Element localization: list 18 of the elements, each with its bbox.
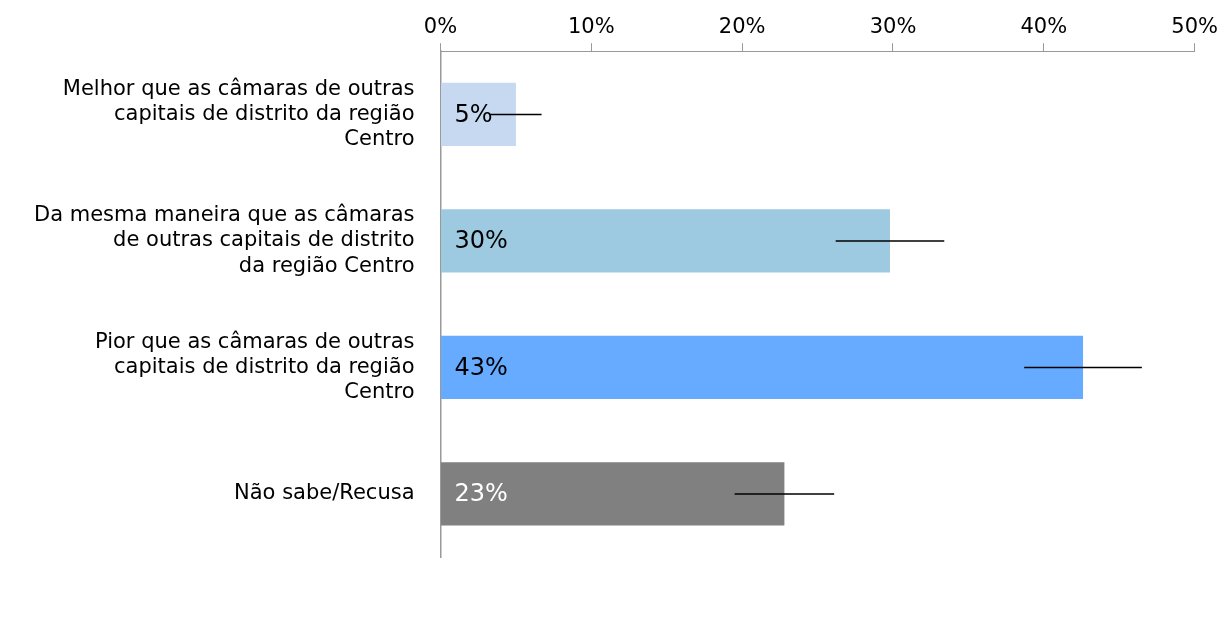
- data-label: 43%: [454, 352, 508, 381]
- data-label: 5%: [454, 99, 493, 128]
- y-tick-label: Não sabe/Recusa: [234, 480, 415, 505]
- x-tick-label: 30%: [869, 14, 917, 39]
- x-tick-label: 20%: [718, 14, 766, 39]
- y-tick-label: Pior que as câmaras de outras capitais de distrito da região Centro: [94, 328, 415, 404]
- bar: [441, 462, 785, 526]
- x-tick-label: 10%: [567, 14, 615, 39]
- x-tick-label: 50%: [1171, 14, 1219, 39]
- data-label: 30%: [454, 226, 508, 255]
- x-tick-label: 0%: [423, 14, 458, 39]
- y-tick-label: Melhor que as câmaras de outras capitais de distrito da região Centro: [62, 75, 415, 151]
- x-tick-label: 40%: [1020, 14, 1068, 39]
- bar: [441, 82, 516, 147]
- bar: [441, 335, 1084, 400]
- data-label: 23%: [454, 479, 508, 508]
- y-tick-label: Da mesma maneira que as câmaras de outras capitais de distrito da região Centro: [33, 202, 415, 277]
- bar: [441, 209, 890, 273]
